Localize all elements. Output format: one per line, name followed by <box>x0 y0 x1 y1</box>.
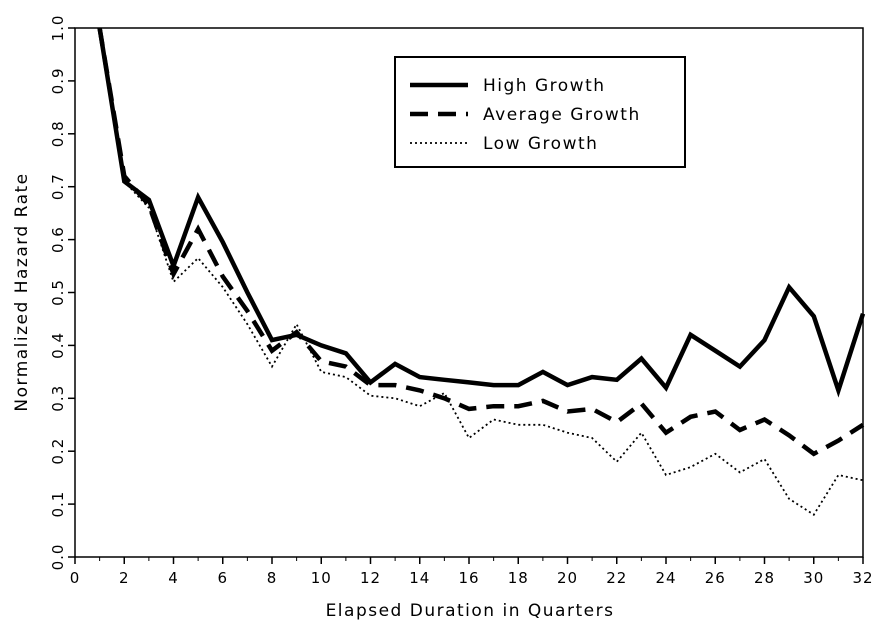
axes: 0 2 4 6 8 10 12 14 16 18 20 22 24 26 28 30 320.00.10.20.… <box>49 15 873 587</box>
x-tick-label: 26 <box>705 569 726 587</box>
y-tick-label: 0.7 <box>49 173 67 200</box>
x-tick-label: 8 <box>267 569 278 587</box>
x-tick-label: 16 <box>458 569 479 587</box>
y-tick-label: 0.9 <box>49 67 67 94</box>
x-tick-label: 0 <box>70 569 81 587</box>
x-tick-label: 22 <box>606 569 627 587</box>
x-tick-label: 2 <box>119 569 130 587</box>
x-tick-label: 20 <box>557 569 578 587</box>
x-tick-label: 18 <box>508 569 529 587</box>
series-line-high-growth <box>97 27 866 398</box>
x-tick-label: 28 <box>754 569 775 587</box>
y-tick-label: 0.5 <box>49 279 67 306</box>
x-tick-label: 30 <box>803 569 824 587</box>
y-tick-label: 0.1 <box>49 491 67 518</box>
x-tick-label: 24 <box>655 569 676 587</box>
x-tick-label: 6 <box>217 569 228 587</box>
y-tick-label: 0.4 <box>49 332 67 359</box>
y-axis-label: Normalized Hazard Rate <box>12 172 32 411</box>
plot-series <box>97 27 866 516</box>
legend-label: High Growth <box>483 76 606 96</box>
x-tick-label: 32 <box>852 569 873 587</box>
x-tick-label: 10 <box>311 569 332 587</box>
x-tick-label: 12 <box>360 569 381 587</box>
x-tick-label: 14 <box>409 569 430 587</box>
legend: High Growth Average Growth Low Growth <box>394 56 686 168</box>
y-tick-label: 0.3 <box>49 385 67 412</box>
series-line-average-growth <box>97 27 865 457</box>
y-tick-label: 0.0 <box>49 544 67 571</box>
y-tick-label: 1.0 <box>49 15 67 42</box>
x-axis-label: Elapsed Duration in Quarters <box>326 601 615 621</box>
series-line-low-growth <box>98 27 864 516</box>
x-tick-label: 4 <box>168 569 179 587</box>
y-tick-label: 0.6 <box>49 226 67 253</box>
y-tick-label: 0.2 <box>49 438 67 465</box>
legend-label: Low Growth <box>483 134 598 154</box>
y-tick-label: 0.8 <box>49 120 67 147</box>
legend-label: Average Growth <box>483 105 641 125</box>
